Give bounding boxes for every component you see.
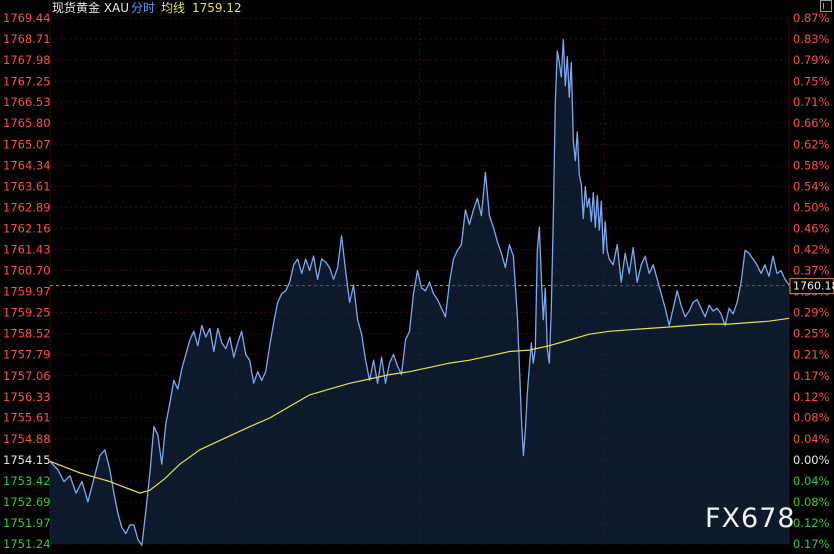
- percent-tick-label: 0.66%: [793, 116, 830, 130]
- percent-axis: 0.87% 0.83% 0.79% 0.75% 0.71% 0.66% 0.62% 0.58%…: [793, 11, 830, 551]
- price-tick-label: 1769.44: [3, 11, 51, 25]
- average-line-label: 均线: [161, 1, 186, 15]
- percent-tick-label: 0.17%: [793, 369, 830, 383]
- price-axis: 1769.44 1768.71 1767.98 1767.25 1766.53 1765.…: [3, 11, 51, 551]
- percent-tick-label: 0.79%: [793, 53, 830, 67]
- chart-header: 现货黄金 XAU 分时 均线 1759.12: [0, 0, 834, 16]
- percent-tick-label: 0.71%: [793, 95, 830, 109]
- price-series-line: [49, 38, 790, 546]
- percent-tick-label: 0.87%: [793, 11, 830, 25]
- price-tick-label: 1751.97: [3, 516, 51, 530]
- price-tick-label: 1759.97: [3, 285, 51, 299]
- price-tick-label: 1767.25: [3, 74, 51, 88]
- panel-toggle-icon[interactable]: [820, 0, 832, 12]
- percent-tick-label: 0.46%: [793, 221, 830, 235]
- price-tick-label: 1756.33: [3, 390, 51, 404]
- current-price-tag: 1760.18: [789, 278, 834, 295]
- price-tick-label: 1758.52: [3, 327, 51, 341]
- average-line-value: 1759.12: [192, 1, 242, 15]
- price-tick-label: 1762.89: [3, 200, 51, 214]
- percent-tick-label: 0.50%: [793, 200, 830, 214]
- percent-tick-label: 0.08%: [793, 495, 830, 509]
- price-tick-label: 1761.43: [3, 242, 51, 256]
- percent-tick-label: 0.83%: [793, 32, 830, 46]
- price-tick-label: 1757.06: [3, 369, 51, 383]
- price-tick-label: 1754.88: [3, 432, 51, 446]
- watermark-logo: FX678: [705, 503, 796, 534]
- instrument-name: 现货黄金 XAU: [52, 1, 130, 15]
- average-series-line: [49, 317, 790, 494]
- percent-tick-label: 0.29%: [793, 306, 830, 320]
- price-tick-label: 1752.69: [3, 495, 51, 509]
- percent-tick-label: 0.04%: [793, 432, 830, 446]
- price-tick-label: 1760.70: [3, 264, 51, 278]
- percent-tick-label: 0.21%: [793, 348, 830, 362]
- percent-tick-label: 0.37%: [793, 264, 830, 278]
- price-tick-label: 1755.61: [3, 411, 51, 425]
- price-area-fill: [50, 39, 789, 546]
- percent-tick-label: 0.17%: [793, 537, 830, 551]
- price-tick-label: 1751.24: [3, 537, 51, 551]
- price-tick-label: 1765.80: [3, 116, 51, 130]
- price-tick-label: 1757.79: [3, 348, 51, 362]
- price-tick-label: 1766.53: [3, 95, 51, 109]
- percent-tick-label: 0.08%: [793, 411, 830, 425]
- percent-tick-label: 0.12%: [793, 516, 830, 530]
- percent-tick-label: 0.00%: [793, 453, 830, 467]
- price-tick-label: 1763.61: [3, 179, 51, 193]
- percent-tick-label: 0.04%: [793, 474, 830, 488]
- percent-tick-label: 0.12%: [793, 390, 830, 404]
- price-tick-label: 1759.25: [3, 306, 51, 320]
- percent-tick-label: 0.42%: [793, 242, 830, 256]
- price-tick-label: 1768.71: [3, 32, 51, 46]
- price-tick-label: 1765.07: [3, 137, 51, 151]
- current-price-tag-box: [789, 278, 834, 295]
- percent-tick-label: 0.54%: [793, 179, 830, 193]
- price-tick-label: 1754.15: [3, 453, 51, 467]
- price-tick-label: 1764.34: [3, 158, 51, 172]
- percent-tick-label: 0.62%: [793, 137, 830, 151]
- percent-tick-label: 0.58%: [793, 158, 830, 172]
- price-tick-label: 1767.98: [3, 53, 51, 67]
- timeshare-mode-label[interactable]: 分时: [131, 1, 156, 15]
- price-tick-label: 1753.42: [3, 474, 51, 488]
- current-price-tag-text: 1760.18: [793, 280, 834, 293]
- percent-tick-label: 0.25%: [793, 327, 830, 341]
- price-tick-label: 1762.16: [3, 221, 51, 235]
- percent-tick-label: 0.75%: [793, 74, 830, 88]
